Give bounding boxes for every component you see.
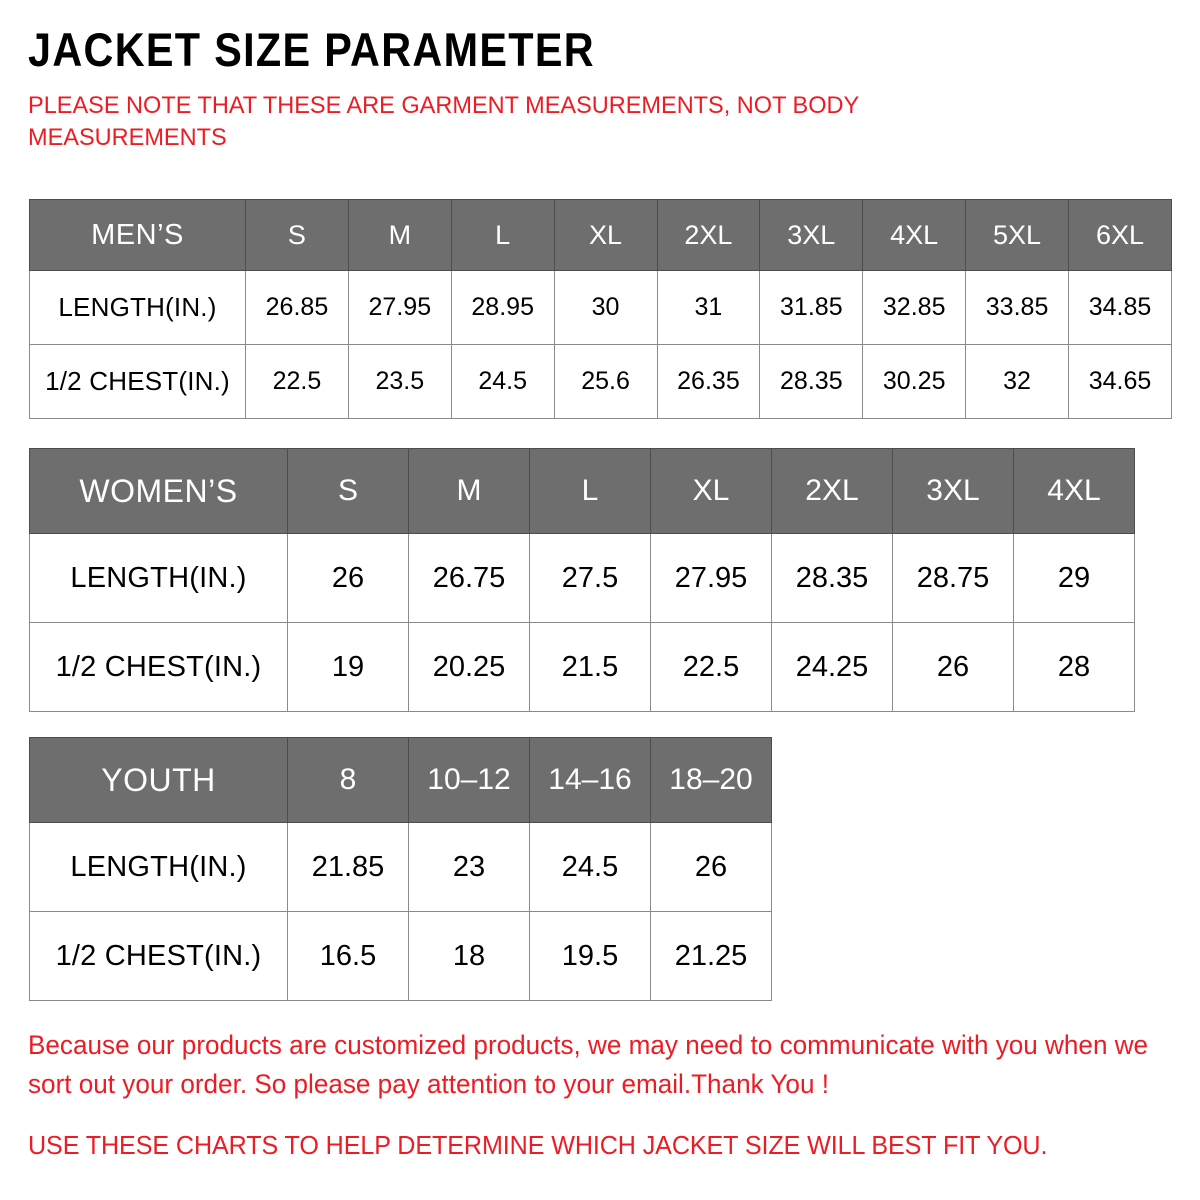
- table-cell: 27.95: [347, 270, 452, 345]
- table-cell: 34.85: [1068, 270, 1172, 345]
- table-row: 1/2 CHEST(IN.) 22.5 23.5 24.5 25.6 26.35…: [29, 344, 1172, 419]
- youth-size-table: YOUTH 8 10–12 14–16 18–20 LENGTH(IN.) 21…: [29, 737, 772, 1001]
- column-header-size: XL: [553, 199, 658, 271]
- row-label: LENGTH(IN.): [29, 822, 288, 912]
- table-cell: 26.75: [408, 533, 530, 623]
- table-cell: 26.85: [245, 270, 349, 345]
- table-cell: 24.25: [771, 622, 893, 712]
- table-cell: 30: [553, 270, 658, 345]
- row-label: 1/2 CHEST(IN.): [29, 344, 246, 419]
- mens-size-table: MEN’S S M L XL 2XL 3XL 4XL 5XL 6XL LENGT…: [29, 199, 1172, 419]
- table-cell: 20.25: [408, 622, 530, 712]
- table-row: LENGTH(IN.) 26.85 27.95 28.95 30 31 31.8…: [29, 270, 1172, 345]
- table-cell: 26.35: [656, 344, 761, 419]
- table-row: 1/2 CHEST(IN.) 16.5 18 19.5 21.25: [29, 911, 772, 1001]
- youth-size-table-container: YOUTH 8 10–12 14–16 18–20 LENGTH(IN.) 21…: [29, 737, 772, 1001]
- table-cell: 19: [287, 622, 409, 712]
- table-cell: 28.35: [759, 344, 864, 419]
- table-cell: 21.85: [287, 822, 409, 912]
- table-cell: 19.5: [529, 911, 651, 1001]
- footer-note-customization: Because our products are customized prod…: [28, 1030, 1149, 1100]
- table-cell: 23.5: [347, 344, 452, 419]
- table-cell: 33.85: [965, 270, 1069, 345]
- column-header-size: 2XL: [656, 199, 761, 271]
- table-row: 1/2 CHEST(IN.) 19 20.25 21.5 22.5 24.25 …: [29, 622, 1135, 712]
- table-row: LENGTH(IN.) 21.85 23 24.5 26: [29, 822, 772, 912]
- row-label: LENGTH(IN.): [29, 270, 246, 345]
- table-header-row: YOUTH 8 10–12 14–16 18–20: [29, 737, 772, 823]
- table-cell: 31: [656, 270, 761, 345]
- table-cell: 25.6: [553, 344, 658, 419]
- column-header-size: S: [287, 448, 409, 534]
- column-header-size: L: [450, 199, 555, 271]
- table-cell: 22.5: [245, 344, 349, 419]
- column-header-category: MEN’S: [29, 199, 246, 271]
- mens-size-table-container: MEN’S S M L XL 2XL 3XL 4XL 5XL 6XL LENGT…: [29, 199, 1172, 419]
- table-row: LENGTH(IN.) 26 26.75 27.5 27.95 28.35 28…: [29, 533, 1135, 623]
- table-header-row: WOMEN’S S M L XL 2XL 3XL 4XL: [29, 448, 1135, 534]
- table-cell: 24.5: [450, 344, 555, 419]
- table-cell: 27.95: [650, 533, 772, 623]
- table-cell: 21.5: [529, 622, 651, 712]
- table-cell: 21.25: [650, 911, 772, 1001]
- table-cell: 32: [965, 344, 1069, 419]
- footer-notes: Because our products are customized prod…: [28, 1026, 1168, 1166]
- column-header-size: 3XL: [759, 199, 864, 271]
- table-header-row: MEN’S S M L XL 2XL 3XL 4XL 5XL 6XL: [29, 199, 1172, 271]
- table-cell: 29: [1013, 533, 1135, 623]
- row-label: 1/2 CHEST(IN.): [29, 911, 288, 1001]
- table-cell: 23: [408, 822, 530, 912]
- column-header-size: M: [347, 199, 452, 271]
- column-header-size: 8: [287, 737, 409, 823]
- column-header-size: 18–20: [650, 737, 772, 823]
- column-header-size: 4XL: [1013, 448, 1135, 534]
- womens-size-table: WOMEN’S S M L XL 2XL 3XL 4XL LENGTH(IN.)…: [29, 448, 1135, 712]
- row-label: 1/2 CHEST(IN.): [29, 622, 288, 712]
- column-header-category: YOUTH: [29, 737, 288, 823]
- table-cell: 27.5: [529, 533, 651, 623]
- column-header-size: 5XL: [965, 199, 1069, 271]
- page-title: JACKET SIZE PARAMETER: [28, 23, 595, 76]
- table-cell: 28: [1013, 622, 1135, 712]
- table-cell: 18: [408, 911, 530, 1001]
- table-cell: 31.85: [759, 270, 864, 345]
- column-header-size: 6XL: [1068, 199, 1172, 271]
- garment-measurement-note: PLEASE NOTE THAT THESE ARE GARMENT MEASU…: [28, 92, 859, 152]
- table-cell: 22.5: [650, 622, 772, 712]
- table-cell: 28.35: [771, 533, 893, 623]
- table-cell: 26: [287, 533, 409, 623]
- column-header-size: XL: [650, 448, 772, 534]
- table-cell: 30.25: [862, 344, 967, 419]
- column-header-size: 4XL: [862, 199, 967, 271]
- column-header-size: 2XL: [771, 448, 893, 534]
- table-cell: 28.95: [450, 270, 555, 345]
- table-cell: 26: [892, 622, 1014, 712]
- footer-note-usage: USE THESE CHARTS TO HELP DETERMINE WHICH…: [28, 1132, 1048, 1161]
- column-header-size: 10–12: [408, 737, 530, 823]
- table-cell: 24.5: [529, 822, 651, 912]
- column-header-category: WOMEN’S: [29, 448, 288, 534]
- table-cell: 28.75: [892, 533, 1014, 623]
- womens-size-table-container: WOMEN’S S M L XL 2XL 3XL 4XL LENGTH(IN.)…: [29, 448, 1135, 712]
- column-header-size: 3XL: [892, 448, 1014, 534]
- table-cell: 16.5: [287, 911, 409, 1001]
- table-cell: 32.85: [862, 270, 967, 345]
- column-header-size: L: [529, 448, 651, 534]
- column-header-size: S: [245, 199, 349, 271]
- table-cell: 26: [650, 822, 772, 912]
- column-header-size: 14–16: [529, 737, 651, 823]
- column-header-size: M: [408, 448, 530, 534]
- row-label: LENGTH(IN.): [29, 533, 288, 623]
- table-cell: 34.65: [1068, 344, 1172, 419]
